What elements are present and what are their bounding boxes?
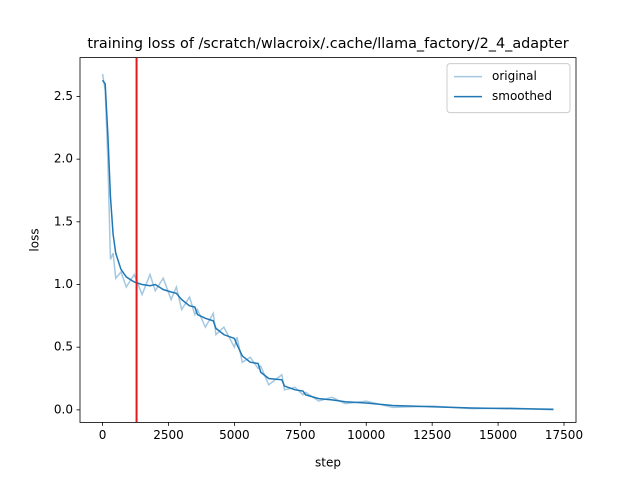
x-tick-label: 7500 xyxy=(285,428,316,442)
x-tick-label: 0 xyxy=(99,428,107,442)
plot-frame xyxy=(79,57,577,423)
x-tick-label: 17500 xyxy=(545,428,583,442)
y-tick-label: 2.5 xyxy=(54,89,73,103)
y-tick-label: 1.5 xyxy=(54,214,73,228)
legend-label: original xyxy=(492,69,537,83)
x-tick-label: 10000 xyxy=(347,428,385,442)
x-tick-label: 12500 xyxy=(413,428,451,442)
x-tick-label: 2500 xyxy=(153,428,184,442)
chart-title: training loss of /scratch/wlacroix/.cach… xyxy=(87,36,568,52)
y-axis-label: loss xyxy=(28,228,42,251)
y-tick-label: 0.5 xyxy=(54,340,73,354)
y-tick-label: 2.0 xyxy=(54,152,73,166)
y-tick-label: 0.0 xyxy=(54,402,73,416)
y-tick-label: 1.0 xyxy=(54,277,73,291)
x-tick-label: 5000 xyxy=(219,428,250,442)
x-axis-label: step xyxy=(315,456,341,470)
legend-label: smoothed xyxy=(492,89,552,103)
x-tick-label: 15000 xyxy=(479,428,517,442)
series-line xyxy=(101,79,554,410)
